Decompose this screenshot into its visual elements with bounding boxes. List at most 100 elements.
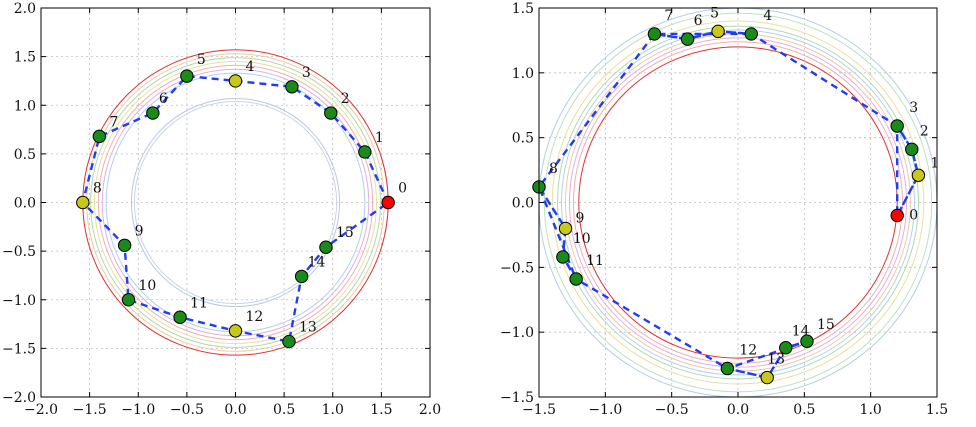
y-tick-label: 1.5: [14, 50, 36, 66]
point-label-1: 1: [930, 155, 939, 171]
data-point-4: [744, 27, 758, 41]
reference-circle-1: [572, 41, 904, 364]
point-label-12: 12: [739, 342, 757, 358]
axis-ticks: −2.0 −1.5 −1.0 −0.5 0.0 0.5 1.0 1.5 2.0−2.0−1.5−…: [2, 1, 441, 418]
x-tick-label: −1.0: [121, 402, 155, 418]
x-tick-label: 0.5: [273, 402, 295, 418]
y-tick-label: −1.0: [500, 325, 534, 341]
point-label-11: 11: [190, 295, 208, 311]
reference-circle-8: [133, 100, 338, 305]
x-tick-label: −1.0: [588, 402, 622, 418]
y-tick-label: 1.5: [512, 1, 534, 17]
axis-ticks: −1.5 −1.0 −0.5 0.0 0.5 1.0 1.5−1.5−1.0−0.50.00…: [500, 1, 948, 418]
data-point-1: [358, 145, 372, 159]
data-point-9: [558, 221, 573, 236]
x-tick-label: −0.5: [655, 402, 689, 418]
y-tick-label: 0.0: [512, 196, 534, 212]
data-point-11: [569, 272, 583, 286]
y-tick-label: −1.5: [2, 341, 36, 357]
point-label-5: 5: [710, 5, 719, 21]
data-point-7: [647, 27, 662, 41]
y-tick-label: 2.0: [14, 1, 36, 17]
reference-circle-6: [551, 20, 925, 385]
point-label-8: 8: [93, 181, 102, 197]
x-tick-label: 1.5: [926, 402, 948, 418]
point-label-4: 4: [246, 59, 255, 75]
data-point-1: [911, 168, 926, 182]
x-tick-label: 0.0: [224, 402, 246, 418]
point-label-10: 10: [139, 278, 157, 294]
data-point-4: [228, 74, 243, 88]
x-tick-label: −2.0: [24, 402, 58, 418]
point-label-0: 0: [909, 207, 918, 223]
point-label-1: 1: [375, 130, 384, 146]
point-label-9: 9: [576, 210, 585, 226]
y-tick-label: −0.5: [2, 244, 36, 260]
data-point-13: [760, 370, 774, 385]
data-point-15: [319, 240, 333, 254]
data-point-14: [779, 341, 793, 355]
data-points: [76, 69, 395, 349]
x-tick-label: 2.0: [419, 402, 441, 418]
point-label-7: 7: [664, 8, 673, 24]
data-point-6: [680, 32, 695, 46]
point-label-10: 10: [573, 231, 591, 247]
reference-circle-4: [97, 64, 374, 341]
data-point-3: [285, 80, 299, 94]
y-tick-label: −1.0: [2, 293, 36, 309]
point-label-3: 3: [909, 100, 918, 116]
point-label-0: 0: [398, 181, 407, 197]
point-label-14: 14: [308, 254, 326, 270]
y-tick-label: 1.0: [512, 66, 534, 82]
data-points: [532, 24, 926, 385]
reference-circle-2: [569, 37, 907, 368]
data-point-6: [146, 106, 160, 120]
point-label-9: 9: [135, 223, 144, 239]
data-point-7: [92, 129, 107, 144]
x-tick-label: 0.0: [727, 402, 749, 418]
x-tick-label: 1.0: [860, 402, 882, 418]
point-label-6: 6: [694, 13, 703, 29]
data-point-10: [556, 250, 570, 264]
data-point-14: [294, 269, 309, 284]
data-point-5: [180, 69, 194, 83]
point-label-5: 5: [197, 52, 206, 68]
data-point-13: [282, 334, 296, 349]
y-tick-label: 0.0: [14, 196, 36, 212]
data-point-0: [381, 195, 395, 210]
x-tick-label: −1.5: [73, 402, 107, 418]
point-label-14: 14: [792, 324, 810, 340]
y-tick-label: −1.5: [500, 390, 534, 406]
data-point-2: [324, 106, 338, 120]
y-tick-label: 0.5: [14, 147, 36, 163]
data-point-3: [890, 119, 904, 133]
y-tick-label: −2.0: [2, 390, 36, 406]
reference-circle-7: [130, 97, 341, 308]
x-tick-label: 1.5: [370, 402, 392, 418]
reference-circle-0: [578, 46, 898, 359]
x-tick-label: 0.5: [793, 402, 815, 418]
data-point-2: [905, 142, 919, 157]
data-point-12: [228, 324, 243, 338]
y-tick-label: 1.0: [14, 98, 36, 114]
data-point-5: [711, 24, 725, 39]
reference-circle-3: [93, 60, 378, 345]
point-label-7: 7: [109, 114, 118, 130]
point-label-15: 15: [817, 317, 835, 333]
point-label-6: 6: [159, 91, 168, 107]
reference-circle-5: [557, 25, 919, 380]
point-label-13: 13: [767, 352, 785, 368]
x-tick-label: 1.0: [322, 402, 344, 418]
y-tick-label: 0.5: [512, 131, 534, 147]
point-label-2: 2: [341, 91, 350, 107]
y-tick-label: −0.5: [500, 260, 534, 276]
x-tick-label: −1.5: [522, 402, 556, 418]
reference-circle-2: [90, 57, 381, 348]
data-point-11: [173, 310, 187, 324]
point-label-13: 13: [299, 320, 317, 336]
